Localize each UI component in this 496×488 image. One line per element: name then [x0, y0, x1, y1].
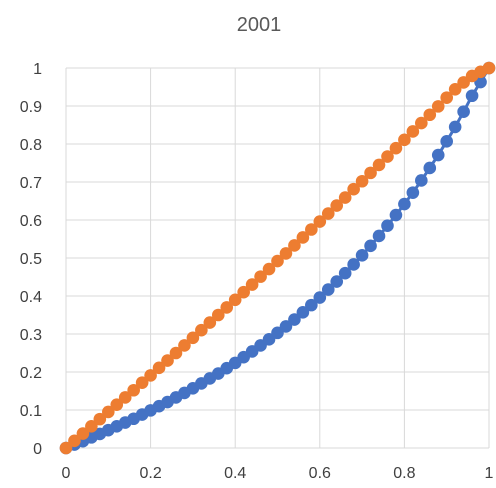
- y-axis-tick-labels: 0 0.1 0.2 0.3 0.4 0.5 0.6 0.7 0.8 0.9 1: [20, 61, 42, 458]
- series-2-point: [76, 427, 90, 440]
- series-2-point: [330, 199, 344, 212]
- series-2-point: [423, 108, 437, 122]
- y-tick-label: 0.9: [20, 99, 42, 116]
- series-1-point: [389, 208, 403, 222]
- series-2-point: [68, 434, 81, 448]
- series-2-point: [127, 383, 140, 397]
- series-2-point: [102, 405, 115, 419]
- y-tick-label: 0.2: [20, 365, 42, 382]
- series-1-point: [415, 174, 428, 187]
- x-tick-label: 1: [485, 465, 494, 482]
- series-2-point: [228, 293, 242, 307]
- y-tick-label: 0.6: [20, 213, 42, 230]
- series-2-point: [406, 125, 420, 138]
- series-2-point: [271, 254, 284, 268]
- series-2-point: [482, 61, 496, 75]
- chart-title: 2001: [237, 14, 282, 36]
- series-1-point: [423, 161, 437, 175]
- series-2-point: [347, 182, 360, 196]
- series-1-point: [330, 275, 344, 288]
- y-tick-label: 0.1: [20, 403, 42, 420]
- series-layer: [59, 61, 496, 455]
- series-1-point: [321, 283, 335, 296]
- series-2-point: [254, 270, 267, 283]
- series-1-point: [372, 229, 386, 243]
- series-1-point: [305, 298, 318, 312]
- series-2-point: [144, 369, 157, 382]
- series-2-point: [296, 231, 310, 244]
- series-2-point: [85, 420, 98, 433]
- series-2-point: [279, 247, 293, 260]
- series-2-point: [381, 150, 394, 163]
- series-2-point: [118, 391, 132, 404]
- x-tick-label: 0: [62, 465, 71, 482]
- series-2-point: [110, 398, 124, 411]
- series-2-point: [237, 285, 250, 299]
- x-tick-label: 0.8: [393, 465, 415, 482]
- y-tick-label: 0.4: [20, 289, 42, 306]
- series-2-point: [245, 278, 259, 291]
- y-tick-label: 1: [33, 61, 42, 78]
- series-2-point: [59, 441, 73, 455]
- series-2-point: [415, 116, 428, 130]
- series-2-point: [178, 339, 191, 352]
- series-2-point: [364, 166, 377, 180]
- series-1-point: [398, 197, 411, 211]
- series-1-point: [313, 291, 327, 304]
- series-2-point: [398, 133, 411, 147]
- y-tick-label: 0.8: [20, 137, 42, 154]
- series-2-point: [220, 301, 234, 314]
- series-2-point: [389, 141, 403, 155]
- series-2-point: [321, 207, 335, 220]
- series-1-point: [296, 306, 310, 319]
- series-2-point: [440, 91, 454, 104]
- series-2-point: [195, 323, 208, 337]
- series-2-point: [203, 316, 217, 329]
- series-1: [59, 61, 496, 455]
- x-tick-label: 0.2: [139, 465, 161, 482]
- y-tick-label: 0.3: [20, 327, 42, 344]
- series-2-point: [169, 346, 183, 360]
- x-axis-tick-labels: 0 0.2 0.4 0.6 0.8 1: [62, 465, 494, 482]
- series-2-point: [135, 376, 149, 389]
- series-1-point: [431, 148, 445, 162]
- series-2-point: [211, 308, 225, 322]
- series-2-point: [288, 239, 301, 252]
- x-tick-label: 0.6: [309, 465, 331, 482]
- series-2: [59, 61, 496, 455]
- series-2-point: [152, 361, 166, 375]
- series-2-point: [431, 100, 445, 113]
- series-2-point: [262, 262, 276, 276]
- series-2-point: [186, 331, 200, 345]
- y-tick-label: 0.7: [20, 175, 42, 192]
- series-2-point: [161, 354, 174, 367]
- series-2-point: [313, 215, 327, 228]
- series-1-point: [406, 186, 420, 199]
- series-1-point: [347, 258, 360, 271]
- series-2-point: [305, 223, 318, 236]
- series-1-point: [381, 219, 394, 232]
- y-tick-label: 0: [33, 441, 42, 458]
- series-1-point: [288, 313, 301, 326]
- series-1-point: [355, 249, 369, 262]
- series-2-point: [355, 174, 369, 188]
- series-1-point: [440, 135, 454, 148]
- series-2-point: [448, 82, 462, 96]
- series-2-point: [372, 158, 386, 172]
- series-1-point: [465, 89, 479, 103]
- series-1-point: [457, 105, 470, 118]
- y-tick-label: 0.5: [20, 251, 42, 268]
- series-1-point: [338, 266, 352, 280]
- series-1-point: [279, 320, 293, 333]
- series-2-point: [338, 191, 352, 204]
- series-2-point: [93, 412, 107, 426]
- x-tick-label: 0.4: [224, 465, 246, 482]
- series-1-point: [364, 239, 377, 253]
- series-1-point: [448, 120, 462, 134]
